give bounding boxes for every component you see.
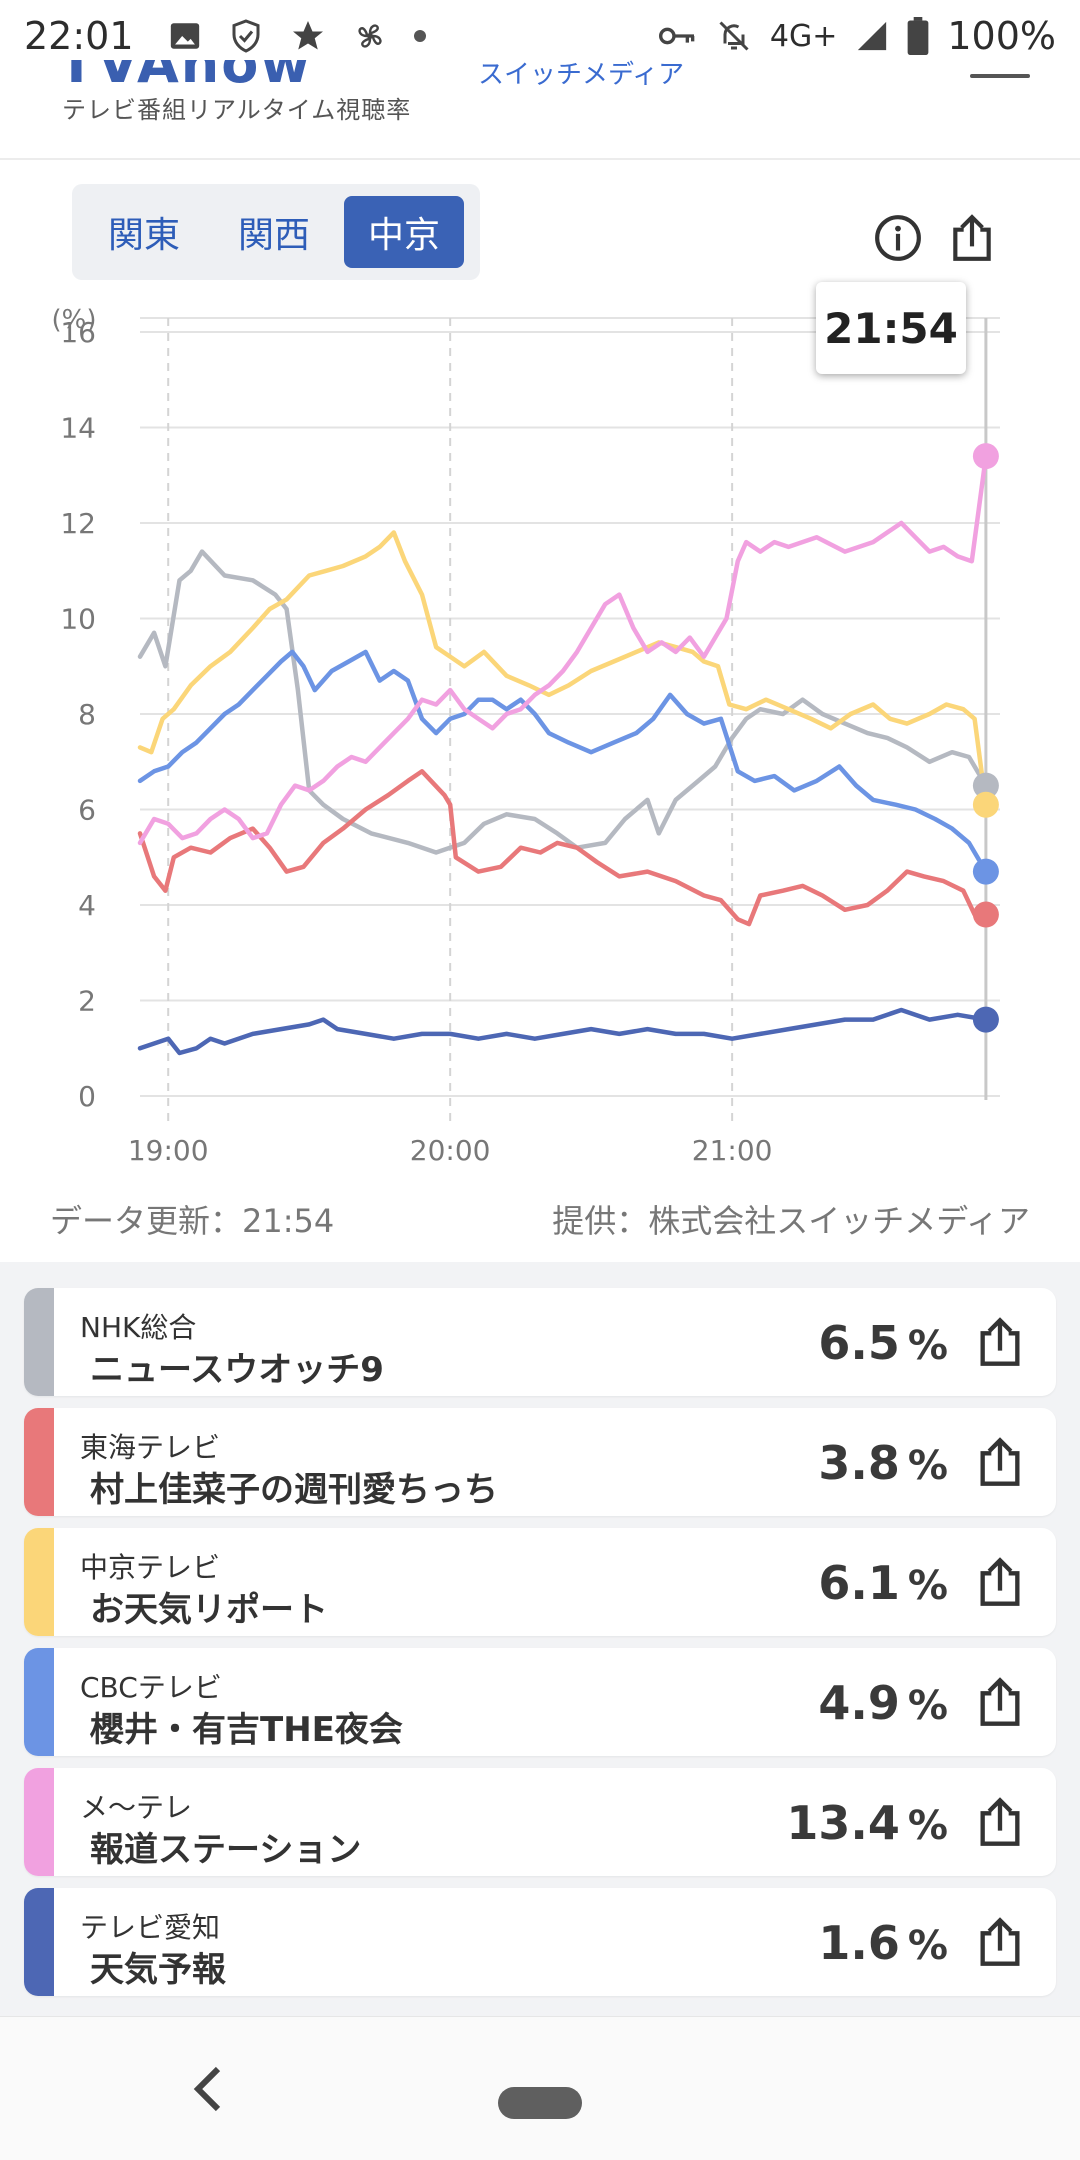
share-icon	[953, 214, 991, 261]
channel-name: NHK総合	[80, 1311, 197, 1344]
channel-color-bar	[24, 1648, 54, 1756]
navigation-bar	[0, 2016, 1080, 2160]
notification-dot-icon	[413, 30, 426, 42]
menu-icon[interactable]	[970, 74, 1030, 78]
back-icon[interactable]	[188, 2061, 228, 2117]
series-line-2	[137, 530, 989, 807]
share-icon[interactable]	[974, 1436, 1026, 1488]
key-icon	[658, 27, 695, 45]
image-icon	[170, 23, 199, 49]
battery-level: 100%	[947, 14, 1056, 58]
channel-color-bar	[24, 1768, 54, 1876]
ratings-chart[interactable]: (%) 0 2 4 6 8 10 12 14 16 19:00 20:00 21:00	[0, 290, 1080, 1210]
battery-icon	[907, 17, 929, 55]
series-end-marker-5	[972, 1006, 999, 1033]
channel-color-bar	[24, 1528, 54, 1636]
status-time: 22:01	[24, 14, 134, 58]
program-title: 櫻井・有吉THE夜会	[90, 1710, 403, 1750]
series-end-marker-4	[972, 443, 999, 470]
y-tick-label: 0	[78, 1080, 96, 1113]
y-tick-label: 6	[78, 794, 96, 827]
share-icon[interactable]	[974, 1796, 1026, 1848]
channel-card-tokai[interactable]: 東海テレビ 村上佳菜子の週刊愛ちっち 3.8%	[24, 1408, 1056, 1516]
home-pill-button[interactable]	[498, 2087, 582, 2119]
series-line-4	[137, 453, 989, 846]
channel-card-cbc[interactable]: CBCテレビ 櫻井・有吉THE夜会 4.9%	[24, 1648, 1056, 1756]
y-tick-label: 10	[60, 603, 96, 636]
y-unit-label: (%)	[52, 305, 97, 335]
share-icon[interactable]	[974, 1676, 1026, 1728]
channel-name: CBCテレビ	[80, 1671, 222, 1704]
y-tick-label: 16	[60, 316, 96, 349]
status-bar: 22:01 4G+ 100%	[0, 0, 1080, 72]
x-tick-label: 19:00	[128, 1134, 209, 1167]
channel-name: 中京テレビ	[80, 1551, 221, 1584]
rating-value: 1.6%	[818, 1916, 948, 1970]
tab-kanto[interactable]: 関東	[107, 215, 180, 256]
series-end-marker-1	[972, 901, 999, 928]
fan-icon	[357, 24, 382, 48]
signal-icon	[858, 21, 887, 51]
channel-color-bar	[24, 1288, 54, 1396]
site-header: TVAnow テレビ番組リアルタイム視聴率 スイッチメディア	[0, 60, 1080, 160]
x-tick-label: 21:00	[692, 1134, 773, 1167]
channel-name: 東海テレビ	[80, 1431, 221, 1464]
channel-card-chukyo[interactable]: 中京テレビ お天気リポート 6.1%	[24, 1528, 1056, 1636]
info-icon	[875, 215, 921, 261]
time-tooltip: 21:54	[816, 282, 966, 374]
y-tick-label: 12	[60, 507, 96, 540]
chart-share-button[interactable]	[944, 210, 1000, 266]
channel-card-tv-aichi[interactable]: テレビ愛知 天気予報 1.6%	[24, 1888, 1056, 1996]
y-tick-label: 4	[78, 889, 96, 922]
program-title: 天気予報	[90, 1950, 226, 1990]
channel-color-bar	[24, 1408, 54, 1516]
rating-value: 4.9%	[818, 1676, 948, 1730]
rating-value: 3.8%	[818, 1436, 948, 1490]
channel-card-metele[interactable]: メ〜テレ 報道ステーション 13.4%	[24, 1768, 1056, 1876]
tab-chukyo[interactable]: 中京	[344, 196, 464, 268]
channel-color-bar	[24, 1888, 54, 1996]
y-tick-label: 2	[78, 985, 96, 1018]
info-button[interactable]	[870, 210, 926, 266]
share-icon[interactable]	[974, 1556, 1026, 1608]
program-title: 村上佳菜子の週刊愛ちっち	[90, 1470, 498, 1510]
rating-value: 13.4%	[786, 1796, 948, 1850]
network-type: 4G+	[769, 18, 838, 54]
program-title: お天気リポート	[90, 1590, 328, 1630]
share-icon[interactable]	[974, 1316, 1026, 1368]
provider-logo[interactable]: スイッチメディア	[478, 60, 685, 90]
series-end-marker-0	[972, 772, 999, 799]
series-line-0	[137, 549, 989, 855]
bell-off-icon	[719, 21, 749, 51]
data-updated: データ更新：21:54	[50, 1202, 335, 1240]
series-line-3	[137, 649, 989, 874]
channel-name: メ〜テレ	[80, 1791, 193, 1824]
program-title: ニュースウオッチ9	[90, 1350, 384, 1390]
series-end-marker-3	[972, 858, 999, 885]
site-logo[interactable]: TVAnow	[58, 60, 313, 95]
tab-kansai[interactable]: 関西	[237, 215, 310, 256]
series-end-marker-2	[972, 791, 999, 818]
rating-value: 6.5%	[818, 1316, 948, 1370]
data-provider: 提供：株式会社スイッチメディア	[552, 1202, 1030, 1240]
y-tick-label: 8	[78, 698, 96, 731]
rating-value: 6.1%	[818, 1556, 948, 1610]
x-tick-label: 20:00	[410, 1134, 491, 1167]
share-icon[interactable]	[974, 1916, 1026, 1968]
channel-name: テレビ愛知	[80, 1911, 221, 1944]
channel-card-nhk[interactable]: NHK総合 ニュースウオッチ9 6.5%	[24, 1288, 1056, 1396]
shield-check-icon	[232, 19, 260, 53]
y-tick-label: 14	[60, 412, 96, 445]
series-line-1	[137, 769, 989, 927]
series-line-5	[137, 1007, 989, 1056]
program-title: 報道ステーション	[90, 1830, 362, 1870]
star-icon	[292, 21, 323, 50]
site-tagline: テレビ番組リアルタイム視聴率	[62, 96, 412, 124]
region-tabs: 関東 関西 中京	[72, 184, 480, 280]
channel-list: NHK総合 ニュースウオッチ9 6.5% 東海テレビ 村上佳菜子の週刊愛ちっち …	[0, 1262, 1080, 2022]
